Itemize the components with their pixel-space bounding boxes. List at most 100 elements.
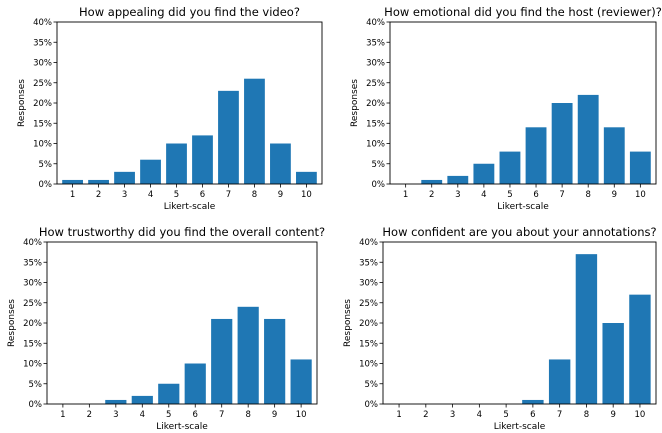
x-tick-label: 10 — [301, 190, 312, 200]
y-axis-label: Responses — [7, 299, 17, 347]
x-tick-label: 9 — [610, 410, 615, 420]
bar-7 — [211, 318, 233, 404]
x-tick-label: 5 — [166, 410, 171, 420]
x-tick-label: 4 — [477, 410, 482, 420]
y-tick-label: 15% — [23, 339, 42, 349]
bar-7 — [551, 103, 573, 184]
x-tick-label: 10 — [635, 190, 646, 200]
x-tick-label: 9 — [278, 190, 283, 200]
bar-3 — [447, 175, 469, 184]
x-tick-label: 10 — [296, 410, 307, 420]
x-tick-label: 5 — [507, 190, 512, 200]
y-axis-label: Responses — [17, 79, 27, 127]
y-tick-label: 40% — [359, 238, 378, 248]
chart-title: How appealing did you find the video? — [79, 5, 300, 19]
y-tick-label: 10% — [366, 140, 385, 150]
bar-6 — [192, 135, 213, 184]
y-tick-label: 25% — [359, 299, 378, 309]
y-tick-label: 30% — [33, 59, 52, 69]
bar-10 — [629, 294, 651, 404]
chart-panel-4: 0% 5% 10% 15% 20% 25% 30% 35% 40% 1 2 3 4 5 6 7 8 9 10 How … — [343, 225, 657, 432]
x-tick-label: 2 — [87, 410, 92, 420]
bar-8 — [244, 78, 265, 184]
bar-2 — [421, 179, 443, 184]
bar-4 — [140, 159, 161, 184]
y-tick-label: 30% — [23, 279, 42, 289]
y-tick-label: 0% — [365, 400, 379, 410]
y-tick-label: 5% — [39, 160, 53, 170]
bar-10 — [629, 151, 651, 184]
x-tick-label: 1 — [403, 190, 408, 200]
bar-9 — [270, 143, 291, 184]
x-tick-label: 6 — [530, 410, 535, 420]
x-tick-label: 1 — [70, 190, 75, 200]
y-tick-label: 15% — [33, 119, 52, 129]
y-tick-label: 20% — [23, 319, 42, 329]
chart-title: How confident are you about your annotat… — [382, 225, 656, 239]
x-tick-label: 1 — [60, 410, 65, 420]
y-tick-label: 5% — [365, 380, 379, 390]
bar-3 — [105, 399, 127, 404]
y-tick-label: 15% — [359, 339, 378, 349]
bar-7 — [548, 359, 571, 404]
y-tick-label: 25% — [366, 79, 385, 89]
bar-8 — [577, 94, 599, 184]
x-tick-label: 10 — [635, 410, 646, 420]
x-axis-label: Likert-scale — [497, 202, 549, 212]
x-tick-label: 4 — [148, 190, 153, 200]
bar-5 — [166, 143, 187, 184]
y-tick-label: 40% — [33, 18, 52, 28]
x-tick-label: 7 — [219, 410, 224, 420]
y-axis-label: Responses — [343, 299, 353, 347]
x-tick-label: 4 — [140, 410, 145, 420]
y-tick-label: 35% — [366, 38, 385, 48]
y-tick-label: 35% — [359, 258, 378, 268]
x-tick-label: 7 — [226, 190, 231, 200]
y-tick-label: 10% — [33, 140, 52, 150]
x-tick-label: 2 — [423, 410, 428, 420]
y-tick-label: 35% — [23, 258, 42, 268]
bar-2 — [88, 179, 109, 184]
bar-5 — [158, 383, 180, 404]
y-tick-label: 20% — [33, 99, 52, 109]
x-tick-label: 9 — [272, 410, 277, 420]
x-tick-label: 8 — [245, 410, 250, 420]
y-tick-label: 35% — [33, 38, 52, 48]
bar-4 — [473, 163, 495, 184]
bar-7 — [218, 90, 239, 184]
bar-6 — [184, 363, 206, 404]
x-tick-label: 8 — [252, 190, 257, 200]
bar-9 — [603, 127, 625, 184]
x-tick-label: 3 — [113, 410, 118, 420]
y-tick-label: 20% — [366, 99, 385, 109]
y-tick-label: 20% — [359, 319, 378, 329]
bar-8 — [575, 254, 598, 404]
x-tick-label: 2 — [429, 190, 434, 200]
x-tick-label: 6 — [200, 190, 205, 200]
bar-4 — [131, 395, 153, 404]
x-tick-label: 3 — [122, 190, 127, 200]
x-tick-label: 6 — [193, 410, 198, 420]
x-tick-label: 9 — [612, 190, 617, 200]
x-tick-label: 3 — [450, 410, 455, 420]
bar-6 — [525, 127, 547, 184]
y-tick-label: 15% — [366, 119, 385, 129]
bar-9 — [264, 318, 286, 404]
x-tick-label: 1 — [396, 410, 401, 420]
chart-panel-3: 0% 5% 10% 15% 20% 25% 30% 35% 40% 1 2 3 4 5 6 7 8 9 10 How … — [7, 225, 325, 432]
y-tick-label: 25% — [23, 299, 42, 309]
y-axis-label: Responses — [350, 79, 360, 127]
y-tick-label: 25% — [33, 79, 52, 89]
x-tick-label: 5 — [503, 410, 508, 420]
bar-10 — [290, 359, 312, 404]
x-tick-label: 2 — [96, 190, 101, 200]
bar-5 — [499, 151, 521, 184]
bar-8 — [237, 306, 259, 404]
y-tick-label: 30% — [366, 59, 385, 69]
chart-title: How trustworthy did you find the overall… — [39, 225, 325, 239]
chart-panel-1: 0% 5% 10% 15% 20% 25% 30% 35% 40% 1 2 3 4 5 6 7 8 9 10 How … — [17, 5, 323, 212]
x-tick-label: 7 — [557, 410, 562, 420]
y-tick-label: 0% — [39, 180, 53, 190]
bar-6 — [522, 399, 544, 404]
